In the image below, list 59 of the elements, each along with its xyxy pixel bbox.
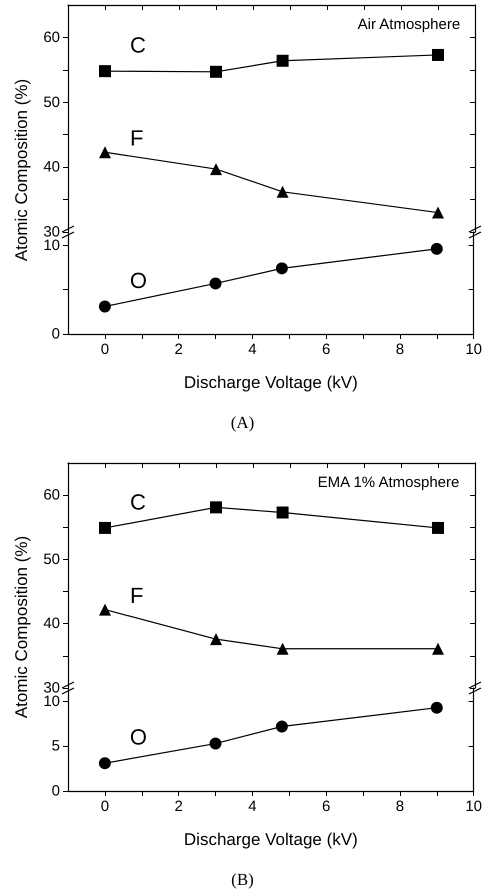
y-tick-label: 5 xyxy=(52,738,60,755)
y-tick-label: 50 xyxy=(43,550,60,568)
point xyxy=(99,604,111,616)
y-tick-label: 40 xyxy=(43,158,60,176)
series-label: F xyxy=(130,126,144,151)
y-tick-label: 0 xyxy=(52,326,60,342)
y-axis-title: Atomic Composition (%) xyxy=(12,536,32,718)
x-tick-label: 10 xyxy=(465,341,482,358)
x-tick-label: 2 xyxy=(174,798,183,815)
point xyxy=(210,501,222,514)
point xyxy=(276,506,289,518)
point xyxy=(276,186,289,198)
point xyxy=(276,54,289,67)
point xyxy=(98,757,111,770)
point xyxy=(276,262,288,274)
x-tick-label: 6 xyxy=(322,798,330,815)
point xyxy=(276,642,289,655)
point xyxy=(210,738,222,750)
y-tick-label: 60 xyxy=(43,28,60,46)
point xyxy=(99,522,111,534)
y-tick-label: 50 xyxy=(43,94,60,111)
point xyxy=(430,702,443,714)
point xyxy=(432,206,444,219)
series-label: O xyxy=(130,724,148,750)
series-label: F xyxy=(130,583,144,608)
point xyxy=(98,300,111,312)
point xyxy=(99,146,111,158)
point xyxy=(210,277,222,290)
point xyxy=(210,633,222,646)
y-axis-title: Atomic Composition (%) xyxy=(12,78,32,261)
x-tick-label: 4 xyxy=(248,341,257,358)
point xyxy=(276,720,288,733)
annotation: Air Atmosphere xyxy=(358,16,460,33)
legend-label: C xyxy=(130,489,146,514)
point xyxy=(432,48,444,61)
point xyxy=(432,522,444,534)
x-tick-label: 2 xyxy=(174,341,183,358)
x-axis-title: Discharge Voltage (kV) xyxy=(184,373,358,392)
annotation: EMA 1% Atmosphere xyxy=(318,474,460,491)
point xyxy=(430,242,443,255)
x-axis-title: Discharge Voltage (kV) xyxy=(184,830,358,849)
point xyxy=(210,66,222,78)
x-tick-label: 0 xyxy=(100,341,110,358)
y-tick-label: 0 xyxy=(52,782,60,800)
point xyxy=(99,65,111,78)
series-label: O xyxy=(130,268,148,294)
legend-label: C xyxy=(130,32,146,58)
point xyxy=(210,163,222,176)
y-tick-label: 40 xyxy=(43,615,60,632)
y-tick-label: 60 xyxy=(43,486,60,504)
text: (A) xyxy=(230,413,254,432)
x-tick-label: 8 xyxy=(396,341,404,358)
x-tick-label: 10 xyxy=(465,798,482,815)
point xyxy=(432,642,444,655)
x-tick-label: 0 xyxy=(100,798,110,815)
x-tick-label: 4 xyxy=(248,798,257,815)
x-tick-label: 6 xyxy=(322,341,330,358)
text: (B) xyxy=(231,870,254,889)
x-tick-label: 8 xyxy=(396,798,404,815)
